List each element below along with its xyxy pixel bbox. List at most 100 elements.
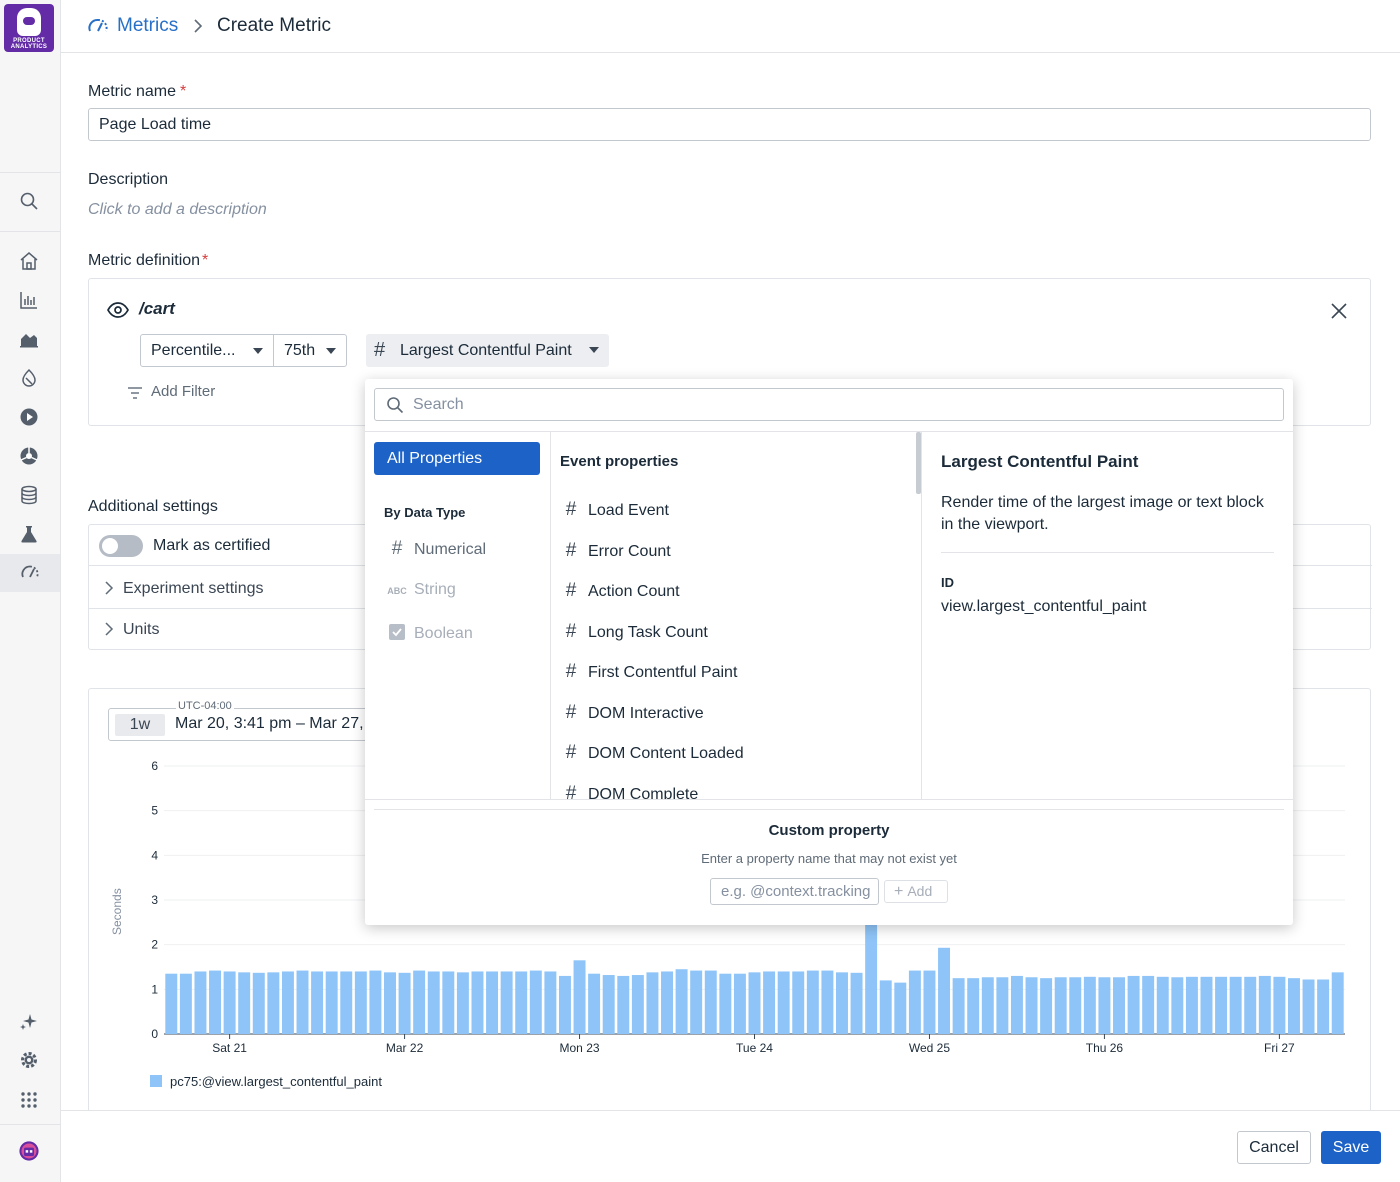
page-header: Metrics Create Metric [61, 0, 1400, 53]
time-preset[interactable]: 1w [115, 714, 165, 736]
data-type-string[interactable]: ABC String [386, 581, 456, 599]
x-tick-label: Wed 25 [909, 1041, 950, 1055]
chevron-right-icon [103, 581, 115, 595]
chart-bar [209, 970, 222, 1034]
list-item-label: DOM Complete [588, 786, 699, 799]
mark-certified-toggle[interactable] [99, 535, 143, 557]
units-label: Units [123, 621, 160, 638]
sparkle-icon[interactable] [16, 1008, 42, 1034]
chart-bar [398, 972, 411, 1034]
chart-bar [690, 970, 703, 1034]
percentile-select[interactable]: 75th [273, 334, 347, 367]
y-tick-label: 1 [151, 982, 158, 996]
search-icon[interactable] [16, 188, 42, 214]
custom-property-input[interactable]: e.g. @context.tracking [710, 878, 879, 905]
gear-icon[interactable] [16, 1047, 42, 1073]
cancel-button[interactable]: Cancel [1237, 1131, 1311, 1164]
time-range-picker[interactable]: 1w Mar 20, 3:41 pm – Mar 27, [108, 708, 378, 741]
list-item[interactable]: # Action Count [560, 580, 680, 602]
metric-definition-label: Metric definition * [88, 252, 208, 270]
list-item[interactable]: # Error Count [560, 540, 671, 562]
list-item[interactable]: # Long Task Count [560, 621, 708, 643]
chart-bar [252, 972, 265, 1034]
x-tick-label: Tue 24 [736, 1041, 773, 1055]
chart-bar [908, 970, 921, 1034]
chart-legend[interactable]: pc75:@view.largest_contentful_paint [150, 1074, 382, 1089]
data-type-boolean[interactable]: Boolean [386, 624, 473, 643]
property-select[interactable]: # Largest Contentful Paint [366, 334, 609, 367]
avatar[interactable] [16, 1138, 42, 1164]
chart-bar [806, 970, 819, 1034]
list-item[interactable]: # DOM Complete [560, 783, 699, 799]
property-search-input[interactable]: Search [374, 388, 1284, 421]
metric-definition-box: /cart Percentile... 75th # Largest Conte… [88, 278, 1371, 426]
chart-bar [1287, 978, 1300, 1034]
custom-property-add-button[interactable]: + Add [884, 880, 948, 903]
chart-bar [1185, 976, 1198, 1034]
metric-name-input[interactable]: Page Load time [88, 108, 1371, 141]
chart-bar [1083, 976, 1096, 1034]
eye-icon[interactable] [107, 301, 129, 319]
aggregation-select[interactable]: Percentile... [140, 334, 274, 367]
search-icon [386, 396, 404, 414]
close-icon[interactable] [1329, 301, 1349, 321]
list-item[interactable]: # DOM Interactive [560, 702, 704, 724]
y-tick-label: 2 [151, 938, 158, 952]
list-item[interactable]: # DOM Content Loaded [560, 742, 744, 764]
apps-grid-icon[interactable] [16, 1087, 42, 1113]
segment-icon[interactable] [16, 443, 42, 469]
play-icon[interactable] [16, 404, 42, 430]
chart-bar [1054, 977, 1067, 1034]
page-footer: Cancel Save [61, 1110, 1400, 1182]
chart-bar [456, 972, 469, 1034]
chart-bar [369, 970, 382, 1034]
list-item[interactable]: # Load Event [560, 499, 669, 521]
description-input[interactable]: Click to add a description [88, 201, 267, 218]
chart-bar [1229, 976, 1242, 1034]
chart-bar [836, 972, 848, 1034]
chart-bar [792, 971, 805, 1034]
metrics-icon[interactable] [0, 554, 60, 592]
area-chart-icon[interactable] [16, 326, 42, 352]
bar-chart-icon[interactable] [16, 287, 42, 313]
chart-bar [704, 970, 717, 1034]
home-icon[interactable] [16, 248, 42, 274]
save-button[interactable]: Save [1321, 1131, 1381, 1164]
product-analytics-logo[interactable]: PRODUCT ANALYTICS [4, 4, 54, 52]
chart-bar [1317, 979, 1330, 1034]
property-value: Largest Contentful Paint [400, 342, 572, 359]
list-item[interactable]: # First Contentful Paint [560, 661, 738, 683]
chart-bar [384, 972, 396, 1034]
chart-bar [238, 972, 251, 1034]
description-label: Description [88, 171, 169, 188]
view-name: /cart [139, 299, 175, 318]
breadcrumb-metrics-link[interactable]: Metrics [117, 15, 179, 36]
data-type-label: Boolean [414, 625, 473, 642]
property-id-label: ID [941, 575, 954, 590]
flask-icon[interactable] [16, 521, 42, 547]
chart-bar [573, 960, 586, 1034]
database-icon[interactable] [16, 482, 42, 508]
chart-bar [661, 971, 673, 1034]
list-item-label: DOM Content Loaded [588, 745, 744, 762]
chart-bar [821, 970, 834, 1034]
add-filter-button[interactable]: Add Filter [128, 383, 215, 400]
hash-icon: # [565, 580, 577, 601]
hash-icon: # [565, 499, 577, 520]
hash-icon: # [565, 540, 577, 561]
hash-icon: # [374, 339, 386, 361]
chart-bar [544, 971, 557, 1034]
chart-bar [354, 971, 367, 1034]
all-properties-tab[interactable]: All Properties [374, 442, 540, 475]
data-type-numerical[interactable]: # Numerical [386, 538, 486, 560]
chart-bar [1273, 976, 1286, 1034]
chart-bar [1331, 972, 1344, 1034]
hash-icon: # [565, 661, 577, 682]
add-label: Add [907, 883, 933, 899]
x-tick-label: Sat 21 [212, 1041, 247, 1055]
page-title: Create Metric [217, 15, 332, 36]
scrollbar[interactable] [916, 432, 921, 494]
chart-bar [1215, 976, 1228, 1034]
units-row[interactable]: Units [89, 609, 1372, 650]
retention-icon[interactable] [16, 365, 42, 391]
